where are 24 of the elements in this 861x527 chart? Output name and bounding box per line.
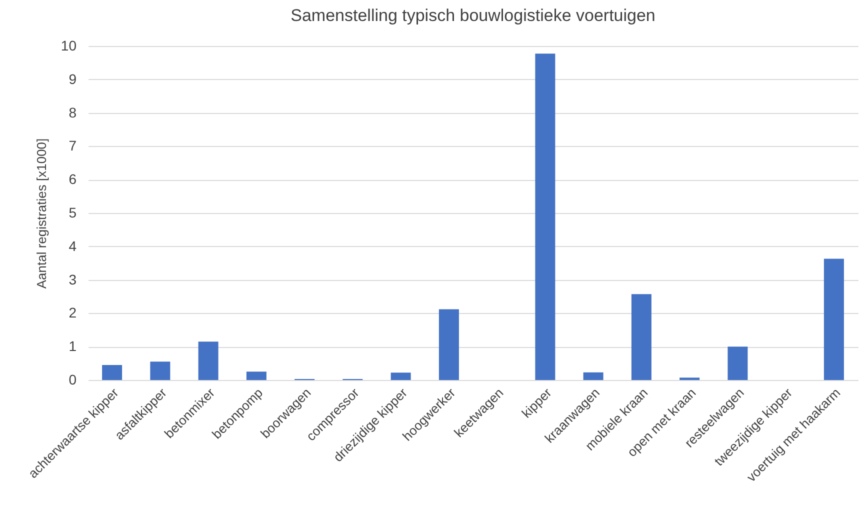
y-tick-label: 7 [68, 138, 77, 154]
bar [535, 54, 556, 380]
y-axis-title: Aantal registraties [x1000] [34, 138, 49, 289]
bar [390, 372, 411, 380]
y-tick-label: 9 [68, 70, 77, 87]
y-tick-label: 10 [60, 38, 77, 54]
bar [583, 372, 604, 380]
y-tick-label: 0 [68, 372, 77, 388]
y-tick-label: 2 [68, 304, 77, 321]
y-tick-label: 6 [68, 171, 77, 188]
y-tick-label: 4 [68, 238, 77, 254]
bar [198, 342, 218, 380]
bar [631, 294, 652, 380]
chart-title: Samenstelling typisch bouwlogistieke voertuigen [290, 6, 656, 25]
bar [102, 364, 122, 380]
y-tick-label: 1 [68, 338, 77, 354]
y-tick-label: 8 [68, 104, 77, 120]
bar [824, 258, 844, 380]
y-tick-label: 3 [68, 271, 77, 288]
y-tick-label: 5 [68, 204, 77, 220]
bar [150, 362, 170, 380]
bar [246, 372, 266, 380]
bar [438, 309, 459, 380]
bar [728, 346, 748, 380]
